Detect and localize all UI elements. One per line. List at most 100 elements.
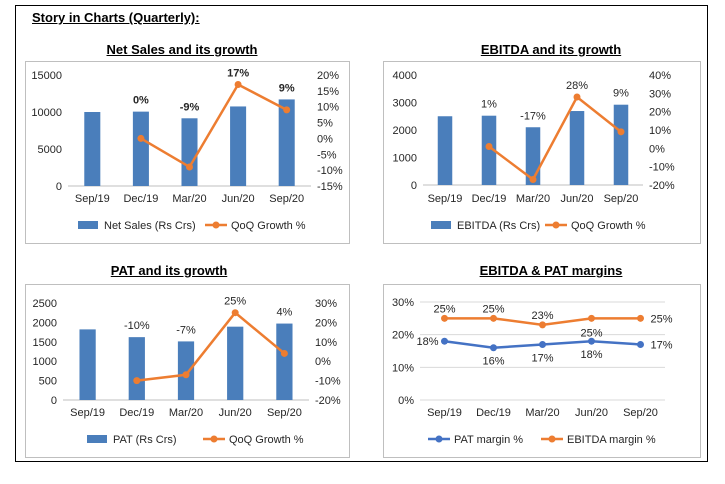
pat-x-tick: Sep/20 <box>267 407 302 419</box>
net_sales-x-tick: Sep/19 <box>75 193 110 205</box>
margins-legend-label: PAT margin % <box>454 434 523 446</box>
pat-growth-line <box>136 310 286 382</box>
margins-y-tick: 10% <box>392 362 414 374</box>
ebitda-right-tick: 20% <box>649 107 671 119</box>
ebitda-x-tick: Sep/19 <box>428 193 463 205</box>
ebitda-bar <box>569 111 585 185</box>
pat-x-tick: Sep/19 <box>70 407 105 419</box>
margins-ebitda-label: 25% <box>482 303 504 315</box>
ebitda-right-tick: -10% <box>649 162 675 174</box>
net_sales-x-tick: Dec/19 <box>123 193 158 205</box>
ebitda-growth-point <box>529 176 537 183</box>
pat-bar <box>79 329 96 400</box>
margins-y-tick: 20% <box>392 330 414 342</box>
net_sales-growth-point <box>234 81 242 89</box>
net_sales-legend-bar-swatch <box>78 221 98 229</box>
pat-bar <box>276 323 293 400</box>
pat-growth-point <box>231 309 239 317</box>
net_sales-left-tick: 15000 <box>31 70 62 82</box>
ebitda-left-tick: 1000 <box>393 153 417 165</box>
net_sales-growth-point <box>186 163 193 171</box>
net_sales-legend-label: Net Sales (Rs Crs) <box>104 220 196 232</box>
margins-pat-label: 16% <box>482 356 504 368</box>
net_sales-right-tick: -10% <box>317 165 343 177</box>
net_sales-bar <box>132 111 149 186</box>
ebitda-chart-title: EBITDA and its growth <box>480 42 622 57</box>
margins-point-0 <box>637 340 644 348</box>
net_sales-right-tick: -15% <box>317 181 343 193</box>
net-sales-chart-title: Net Sales and its growth <box>106 42 258 57</box>
pat-data-label: -7% <box>176 324 196 336</box>
net_sales-growth-line <box>140 82 288 169</box>
net_sales-left-tick: 5000 <box>38 144 62 156</box>
net_sales-bar <box>181 118 198 186</box>
margins-point-0 <box>441 337 448 345</box>
margins-point-1 <box>637 314 644 322</box>
margins-point-1 <box>539 321 546 329</box>
net_sales-left-tick: 10000 <box>31 107 62 119</box>
ebitda-data-label: 9% <box>613 88 629 100</box>
margins-y-tick: 30% <box>392 297 414 309</box>
outer-frame <box>15 5 708 462</box>
pat-left-tick: 2500 <box>33 298 57 310</box>
pat-x-tick: Mar/20 <box>169 407 203 419</box>
margins-x-tick: Sep/19 <box>427 407 462 419</box>
pat-left-tick: 1000 <box>33 356 57 368</box>
ebitda-bar <box>481 115 497 185</box>
ebitda-left-tick: 0 <box>411 180 417 192</box>
pat-bar <box>128 337 145 400</box>
margins-point-0 <box>539 340 546 348</box>
net_sales-left-tick: 0 <box>56 181 62 193</box>
ebitda-legend-line-marker <box>552 221 560 229</box>
margins-chart-title: EBITDA & PAT margins <box>479 263 623 278</box>
margins-legend-marker-1 <box>548 435 556 443</box>
ebitda-right-tick: 30% <box>649 88 671 100</box>
ebitda-data-label: 1% <box>481 99 497 111</box>
margins-point-1 <box>588 314 595 322</box>
margins-ebitda-label: 25% <box>433 303 455 315</box>
net_sales-legend-line-marker <box>212 221 220 229</box>
pat-left-tick: 2000 <box>33 317 57 329</box>
margins-y-tick: 0% <box>398 395 414 407</box>
margins-x-tick: Jun/20 <box>575 407 608 419</box>
net_sales-right-tick: 20% <box>317 70 339 82</box>
ebitda-panel <box>383 61 701 244</box>
pat-right-tick: 10% <box>315 337 337 349</box>
ebitda-growth-point <box>485 143 493 150</box>
margins-legend-label: EBITDA margin % <box>567 434 656 446</box>
ebitda-bar <box>613 104 629 185</box>
net_sales-growth-point <box>283 106 291 114</box>
pat-right-tick: 20% <box>315 317 337 329</box>
net_sales-right-tick: 10% <box>317 102 339 114</box>
net_sales-bar <box>278 99 295 186</box>
net_sales-data-label: -9% <box>180 101 200 113</box>
pat-bar <box>227 326 244 400</box>
ebitda-x-tick: Dec/19 <box>472 193 507 205</box>
margins-pat-label: 18% <box>416 336 438 348</box>
net_sales-x-tick: Mar/20 <box>172 193 206 205</box>
pat-left-tick: 1500 <box>33 337 57 349</box>
pat-legend-label: PAT (Rs Crs) <box>113 434 177 446</box>
net_sales-right-tick: 0% <box>317 133 333 145</box>
pat-x-tick: Jun/20 <box>219 407 252 419</box>
net_sales-growth-point <box>137 134 145 142</box>
pat-left-tick: 0 <box>51 395 57 407</box>
ebitda-legend-bar-swatch <box>431 221 451 229</box>
page-title: Story in Charts (Quarterly): <box>32 10 200 25</box>
margins-panel <box>383 284 701 458</box>
net_sales-data-label: 0% <box>133 95 149 107</box>
net_sales-bar <box>230 106 247 186</box>
ebitda-right-tick: 40% <box>649 70 671 82</box>
pat-right-tick: -20% <box>315 395 341 407</box>
ebitda-growth-point <box>573 93 581 101</box>
net_sales-x-tick: Jun/20 <box>222 193 255 205</box>
ebitda-data-label: 28% <box>566 80 588 92</box>
pat-right-tick: 0% <box>315 356 331 368</box>
margins-point-0 <box>490 344 497 352</box>
pat-x-tick: Dec/19 <box>119 407 154 419</box>
pat-legend-line-marker <box>210 435 218 443</box>
net_sales-legend-label: QoQ Growth % <box>231 220 306 232</box>
net_sales-bar <box>84 112 101 186</box>
pat-right-tick: 30% <box>315 298 337 310</box>
